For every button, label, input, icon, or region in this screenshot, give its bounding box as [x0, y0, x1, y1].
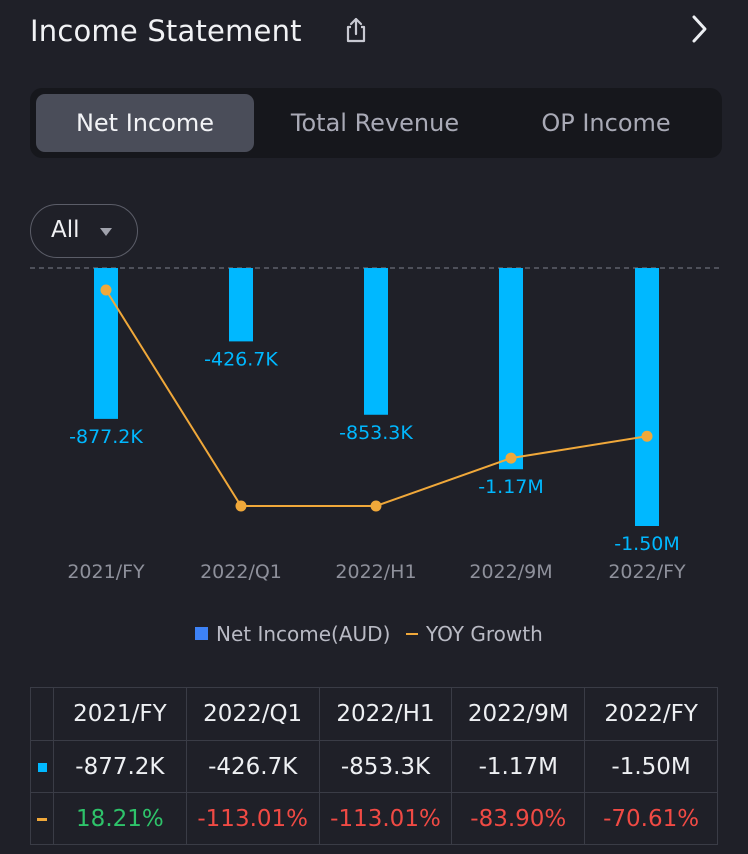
table-row-yoy-growth: 18.21% -113.01% -113.01% -83.90% -70.61%	[30, 792, 718, 845]
table-cell: -113.01%	[185, 792, 320, 845]
table-header-row: 2021/FY 2022/Q1 2022/H1 2022/9M 2022/FY	[30, 687, 718, 741]
caret-down-icon	[100, 228, 112, 236]
table-cell: -70.61%	[584, 792, 718, 845]
line-marker-icon	[37, 817, 47, 821]
bar-value-label: -1.50M	[614, 533, 680, 555]
tab-net-income[interactable]: Net Income	[36, 94, 254, 152]
chart-legend: Net Income(AUD) YOY Growth	[0, 620, 748, 650]
bar	[229, 268, 253, 342]
yoy-point	[235, 500, 247, 512]
header: Income Statement	[0, 0, 748, 70]
table-cell: 18.21%	[53, 792, 187, 845]
bar-value-label: -853.3K	[339, 422, 413, 444]
tab-op-income[interactable]: OP Income	[541, 109, 671, 137]
square-marker-icon	[37, 762, 47, 772]
x-tick-label: 2022/FY	[608, 561, 686, 583]
table-cell: -113.01%	[318, 792, 453, 845]
bar	[499, 268, 523, 470]
yoy-marker	[30, 792, 54, 845]
legend-bar-swatch	[195, 627, 208, 640]
table-header-cell: 2022/Q1	[185, 687, 320, 741]
yoy-point	[100, 284, 112, 296]
table-cell: -853.3K	[318, 740, 453, 793]
x-tick-label: 2022/H1	[335, 561, 416, 583]
income-chart: -877.2K 2021/FY -426.7K 2022/Q1 -853.3K 2022/…	[30, 267, 722, 583]
period-filter-label: All	[51, 217, 80, 243]
table-cell: -1.17M	[451, 740, 586, 793]
bar	[635, 268, 659, 526]
table-cell: -1.50M	[584, 740, 718, 793]
data-table: 2021/FY 2022/Q1 2022/H1 2022/9M 2022/FY …	[30, 687, 718, 845]
bar-value-label: -877.2K	[69, 426, 143, 448]
bar-value-label: -1.17M	[478, 476, 544, 498]
legend-line-swatch	[406, 633, 418, 635]
table-header-cell: 2022/9M	[451, 687, 586, 741]
table-row-net-income: -877.2K -426.7K -853.3K -1.17M -1.50M	[30, 740, 718, 793]
legend-bar-label: Net Income(AUD)	[216, 622, 391, 646]
x-tick-label: 2021/FY	[67, 561, 145, 583]
tab-total-revenue[interactable]: Total Revenue	[290, 109, 460, 137]
page-title: Income Statement	[30, 14, 302, 48]
x-tick-label: 2022/Q1	[200, 561, 282, 583]
yoy-point	[641, 430, 653, 442]
period-filter-dropdown[interactable]: All	[30, 204, 138, 258]
table-header-cell: 2022/FY	[584, 687, 718, 741]
share-icon[interactable]	[342, 16, 370, 44]
legend-line-label: YOY Growth	[426, 622, 543, 646]
table-cell: -426.7K	[185, 740, 320, 793]
tab-bar: Net Income Total Revenue OP Income	[30, 88, 722, 158]
table-header-cell: 2022/H1	[318, 687, 453, 741]
table-cell: -877.2K	[53, 740, 187, 793]
table-cell: -83.90%	[451, 792, 586, 845]
yoy-point	[505, 452, 517, 464]
bar-value-label: -426.7K	[204, 348, 278, 370]
table-header-cell: 2021/FY	[53, 687, 187, 741]
x-tick-label: 2022/9M	[469, 561, 552, 583]
net-income-marker	[30, 740, 54, 793]
chevron-right-icon[interactable]	[686, 12, 712, 46]
bar	[364, 268, 388, 415]
table-corner-cell	[30, 687, 54, 741]
yoy-point	[370, 500, 382, 512]
